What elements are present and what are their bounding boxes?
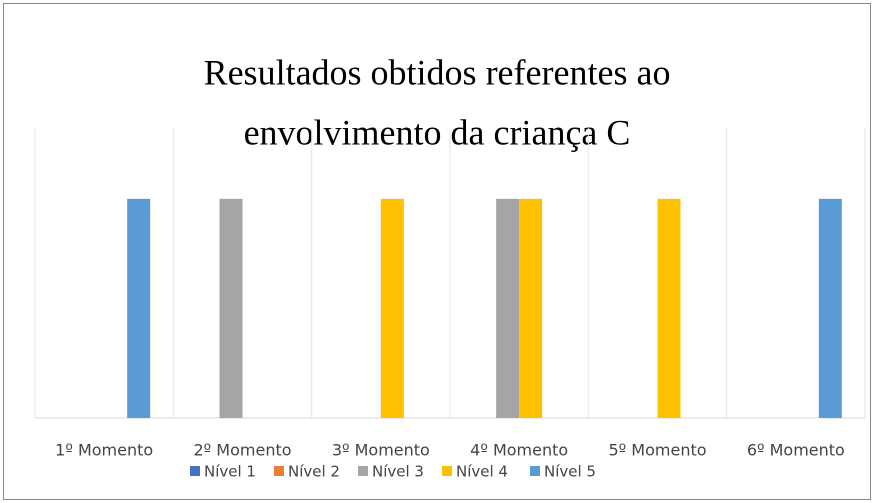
bar (818, 198, 842, 418)
x-tick-label: 6º Momento (747, 441, 845, 460)
legend-label: Nível 1 (204, 463, 256, 481)
bar (657, 198, 681, 418)
bar (127, 198, 151, 418)
x-tick-label: 1º Momento (55, 441, 153, 460)
legend-label: Nível 3 (372, 463, 424, 481)
x-tick-label: 5º Momento (608, 441, 706, 460)
bar (496, 198, 520, 418)
bar (380, 198, 404, 418)
legend-swatch (530, 466, 540, 476)
legend-label: Nível 4 (456, 463, 508, 481)
chart-title: Resultados obtidos referentes ao (204, 52, 671, 92)
legend-label: Nível 5 (544, 463, 596, 481)
bar (219, 198, 243, 418)
x-tick-label: 3º Momento (332, 441, 430, 460)
legend-swatch (190, 466, 200, 476)
legend-label: Nível 2 (288, 463, 340, 481)
legend-swatch (442, 466, 452, 476)
legend-swatch (274, 466, 284, 476)
x-tick-label: 4º Momento (470, 441, 568, 460)
bar (519, 198, 543, 418)
x-tick-label: 2º Momento (193, 441, 291, 460)
legend-swatch (358, 466, 368, 476)
chart-title: envolvimento da criança C (244, 112, 631, 152)
